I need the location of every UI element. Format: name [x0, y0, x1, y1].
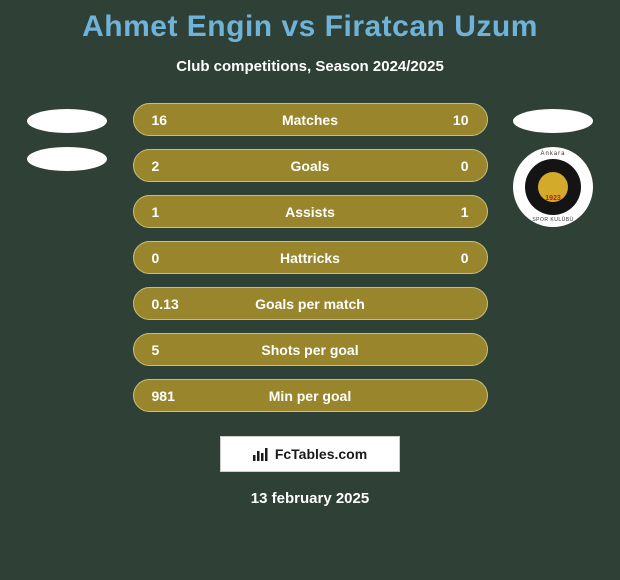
stat-label: Assists — [202, 204, 419, 220]
stat-left-value: 981 — [152, 388, 202, 404]
stat-row: 0Hattricks0 — [133, 241, 488, 274]
season-subtitle: Club competitions, Season 2024/2025 — [0, 58, 620, 75]
team-badge-placeholder — [27, 109, 107, 133]
stat-left-value: 0 — [152, 250, 202, 266]
club-badge-text-bottom: SPOR KULÜBÜ — [532, 217, 573, 223]
stat-row: 0.13Goals per match — [133, 287, 488, 320]
comparison-card: Ahmet Engin vs Firatcan Uzum Club compet… — [0, 0, 620, 580]
stat-row: 2Goals0 — [133, 149, 488, 182]
stat-label: Hattricks — [202, 250, 419, 266]
stat-left-value: 0.13 — [152, 296, 202, 312]
stat-row: 981Min per goal — [133, 379, 488, 412]
stat-label: Min per goal — [202, 388, 419, 404]
club-badge: Ankara 1923 SPOR KULÜBÜ — [513, 147, 593, 227]
stat-row: 5Shots per goal — [133, 333, 488, 366]
team-badge-placeholder — [27, 147, 107, 171]
watermark-text: FcTables.com — [275, 446, 367, 462]
stat-label: Goals per match — [202, 296, 419, 312]
stat-row: 1Assists1 — [133, 195, 488, 228]
stat-label: Shots per goal — [202, 342, 419, 358]
watermark: FcTables.com — [220, 436, 400, 472]
stat-row: 16Matches10 — [133, 103, 488, 136]
team-badge-placeholder — [513, 109, 593, 133]
stat-label: Matches — [202, 112, 419, 128]
stat-right-value: 0 — [419, 250, 469, 266]
comparison-content: 16Matches102Goals01Assists10Hattricks00.… — [0, 103, 620, 412]
stat-left-value: 2 — [152, 158, 202, 174]
stat-left-value: 5 — [152, 342, 202, 358]
generation-date: 13 february 2025 — [0, 490, 620, 507]
stat-label: Goals — [202, 158, 419, 174]
stat-right-value: 10 — [419, 112, 469, 128]
stat-rows: 16Matches102Goals01Assists10Hattricks00.… — [133, 103, 488, 412]
club-badge-year: 1923 — [545, 195, 561, 202]
page-title: Ahmet Engin vs Firatcan Uzum — [0, 0, 620, 44]
stat-right-value: 1 — [419, 204, 469, 220]
right-team-badges: Ankara 1923 SPOR KULÜBÜ — [506, 103, 601, 227]
left-team-badges — [20, 103, 115, 171]
stat-right-value: 0 — [419, 158, 469, 174]
club-badge-text-top: Ankara — [540, 151, 565, 157]
chart-icon — [253, 447, 269, 461]
stat-left-value: 1 — [152, 204, 202, 220]
stat-left-value: 16 — [152, 112, 202, 128]
